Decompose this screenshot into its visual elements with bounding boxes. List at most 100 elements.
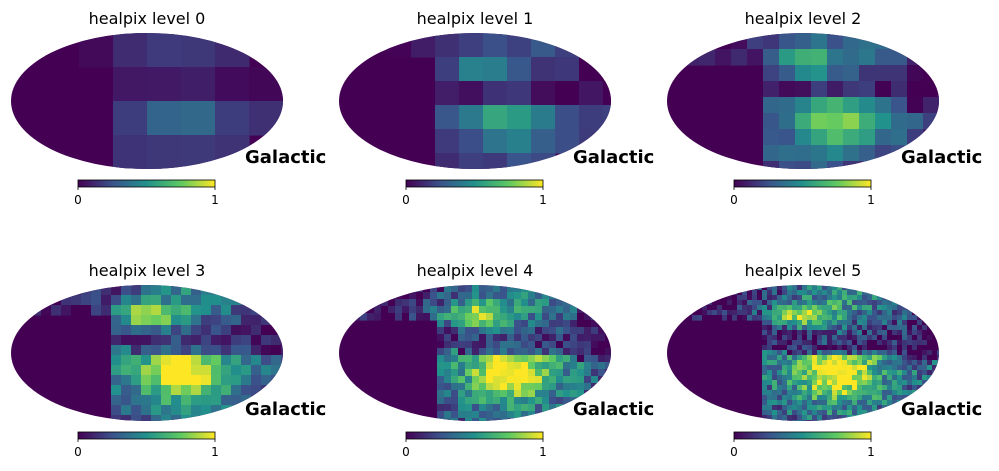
pixel [902,315,908,321]
pixel [521,313,529,321]
pixel [211,385,222,396]
pixel [577,327,585,335]
pixel [437,369,445,377]
pixel [111,365,122,376]
pixel [458,411,466,419]
pixel [782,360,788,366]
pixel [507,383,515,391]
pixel [472,327,480,335]
pixel [91,285,102,296]
pixel [757,300,763,306]
pixel [762,405,768,411]
pixel [215,101,250,136]
pixel [822,315,828,321]
pixel [792,365,798,371]
pixel [792,395,798,401]
pixel [812,325,818,331]
pixel [121,385,132,396]
pixel [787,295,793,301]
pixel [857,310,863,316]
pixel [827,129,844,146]
pixel [191,405,202,416]
pixel [683,49,700,66]
pixel [577,313,585,321]
pixel [717,310,723,316]
pixel [131,325,142,336]
pixel [807,345,813,351]
pixel [171,395,182,406]
pixel [882,350,888,356]
pixel [922,370,928,376]
pixel [787,395,793,401]
pixel [697,315,703,321]
pixel [570,362,578,370]
pixel [113,33,148,68]
pixel [493,418,501,421]
pixel [528,355,536,363]
pixel [797,380,803,386]
pixel [458,348,466,356]
pixel [797,420,803,421]
pixel [535,327,543,335]
pixel [907,340,913,346]
pixel [907,345,913,351]
pixel [742,285,748,291]
pixel [111,335,122,346]
pixel [812,295,818,301]
pixel [712,315,718,321]
pixel [902,330,908,336]
pixel [922,335,928,341]
pixel [763,129,780,146]
pixel [535,334,543,342]
pixel [451,292,459,300]
pixel [521,285,529,293]
pixel [777,390,783,396]
pixel [787,350,793,356]
pixel [271,375,282,386]
pixel [779,33,796,50]
pixel [852,395,858,401]
pixel [584,348,592,356]
pixel [817,395,823,401]
pixel [787,320,793,326]
pixel [772,355,778,361]
pixel [416,292,424,300]
pixel [531,129,556,154]
pixel [927,355,933,361]
pixel [907,320,913,326]
pixel [409,313,417,321]
pixel [416,285,424,293]
pixel [131,405,142,416]
pixel [872,360,878,366]
pixel [171,325,182,336]
pixel [887,330,893,336]
pixel [472,292,480,300]
pixel [563,334,571,342]
pixel [131,345,142,356]
pixel [792,290,798,296]
pixel [437,362,445,370]
pixel [787,345,793,351]
pixel [717,300,723,306]
pixel [444,362,452,370]
pixel [802,370,808,376]
pixel [459,129,484,154]
pixel [712,295,718,301]
pixel [191,415,202,421]
pixel [787,310,793,316]
pixel [902,395,908,401]
pixel [847,400,853,406]
pixel [584,369,592,377]
pixel [843,97,860,114]
pixel [171,315,182,326]
pixel [822,395,828,401]
pixel [181,325,192,336]
pixel [923,113,939,130]
pixel [346,313,354,321]
pixel [792,385,798,391]
pixel [812,380,818,386]
pixel [395,313,403,321]
pixel [271,355,282,366]
colorbar-tick-label: 0 [730,193,738,207]
pixel [827,385,833,391]
